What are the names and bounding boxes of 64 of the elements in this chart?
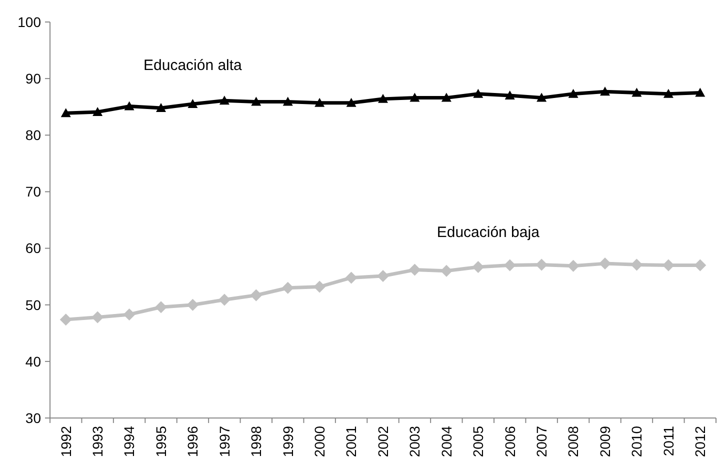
x-tick-label: 2001 (343, 426, 360, 458)
x-tick-label: 2012 (692, 426, 708, 458)
point (60, 108, 71, 118)
point (536, 92, 547, 102)
point (599, 258, 611, 270)
y-tick-label: 90 (25, 70, 42, 86)
x-tick-label: 1997 (216, 426, 232, 458)
x-tick-label: 2006 (502, 426, 518, 458)
x-tick-label: 2005 (470, 426, 486, 458)
series-label: Educación baja (436, 224, 540, 241)
x-tick-label: 2007 (533, 426, 550, 458)
y-tick-label: 80 (25, 127, 42, 144)
x-tick-label: 1995 (152, 426, 169, 458)
point (378, 94, 388, 103)
point (155, 301, 167, 314)
x-tick-label: 2010 (628, 426, 645, 458)
point (92, 311, 104, 324)
point (218, 294, 230, 306)
point (60, 314, 72, 326)
x-tick-label: 1998 (248, 426, 264, 458)
x-tick-label: 2011 (660, 426, 676, 456)
point (92, 106, 103, 116)
point (186, 298, 199, 311)
point (600, 86, 610, 96)
point (346, 98, 356, 107)
point (219, 96, 230, 105)
x-tick-label: 2002 (374, 426, 391, 458)
y-tick-label: 40 (25, 353, 42, 370)
y-tick-label: 30 (25, 410, 42, 426)
x-tick-label: 2004 (438, 426, 454, 458)
y-tick-label: 50 (25, 296, 42, 313)
point (695, 88, 706, 97)
x-tick-label: 2003 (406, 426, 423, 458)
point (345, 272, 358, 284)
point (250, 289, 262, 302)
point (188, 99, 198, 108)
point (123, 308, 136, 320)
x-tick-label: 1999 (280, 426, 296, 458)
point (251, 96, 262, 106)
point (377, 270, 389, 282)
y-tick-label: 60 (25, 240, 42, 256)
x-tick-label: 2009 (596, 426, 613, 458)
x-tick-label: 1993 (89, 426, 106, 458)
y-tick-label: 70 (25, 184, 42, 200)
point (314, 98, 325, 107)
point (282, 96, 293, 106)
point (408, 264, 421, 276)
x-tick-label: 2000 (311, 426, 328, 458)
y-tick-label: 100 (18, 14, 42, 30)
series-label: Educación alta (144, 57, 243, 74)
point (441, 92, 452, 102)
x-tick-label: 1996 (184, 426, 201, 458)
point (568, 88, 578, 98)
point (504, 90, 515, 100)
point (156, 102, 166, 112)
x-tick-label: 2008 (565, 426, 582, 458)
point (410, 92, 420, 102)
x-tick-label: 1994 (121, 426, 138, 458)
point (314, 280, 326, 293)
point (124, 101, 134, 110)
point (473, 88, 484, 98)
x-tick-label: 1992 (58, 426, 74, 458)
point (632, 88, 642, 97)
point (663, 88, 674, 98)
